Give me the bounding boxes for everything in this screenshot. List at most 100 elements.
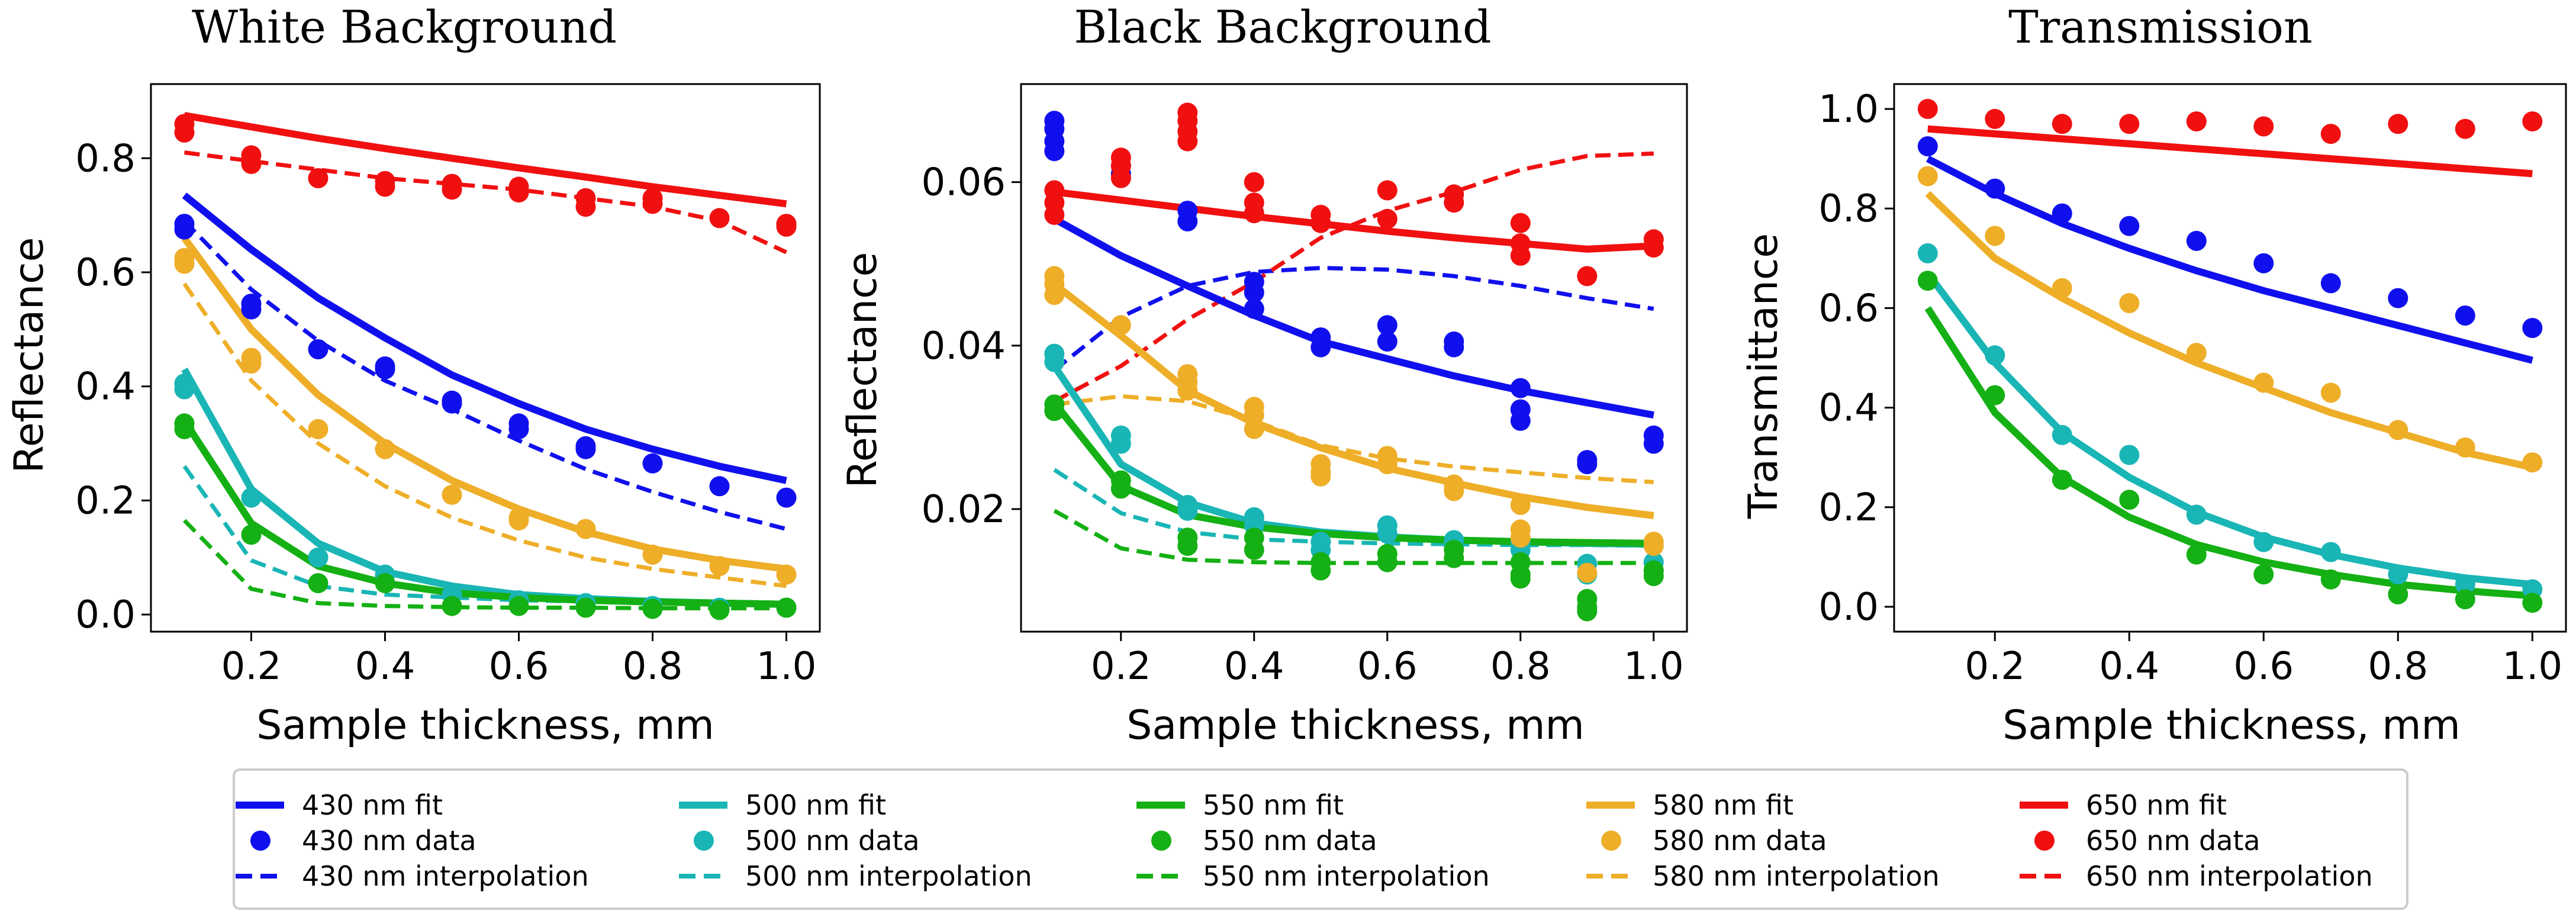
data-point-650: [1310, 213, 1331, 233]
data-point-430: [2455, 305, 2475, 326]
data-point-650: [241, 153, 262, 174]
data-point-550: [1917, 271, 1938, 291]
data-point-500: [2320, 542, 2341, 562]
y-axis-label: Reflectance: [839, 252, 886, 488]
legend-label: 550 nm interpolation: [1203, 860, 1490, 892]
legend-label: 650 nm interpolation: [2086, 860, 2373, 892]
fit-line-580: [1052, 281, 1654, 519]
data-point-580: [508, 510, 529, 531]
data-point-650: [1577, 266, 1598, 287]
data-point-430: [1244, 298, 1264, 319]
y-tick-label: 0.4: [1818, 387, 1879, 430]
y-tick-label: 0.0: [1818, 585, 1879, 629]
data-point-580: [2119, 293, 2140, 313]
data-point-550: [241, 525, 262, 545]
fit-line-430: [1052, 215, 1654, 419]
y-tick-label: 0.8: [75, 137, 136, 181]
data-point-580: [1377, 454, 1398, 474]
data-point-650: [2455, 118, 2475, 139]
data-point-580: [1643, 536, 1664, 556]
data-point-650: [2522, 111, 2543, 132]
data-point-580: [2388, 420, 2408, 440]
data-point-580: [2455, 437, 2475, 458]
data-point-580: [1577, 562, 1598, 583]
data-point-580: [1244, 419, 1264, 439]
data-point-500: [2119, 445, 2140, 465]
data-point-580: [1177, 380, 1198, 401]
fit-line-550: [1924, 306, 2533, 600]
data-point-550: [1310, 560, 1331, 581]
axes-frame: [150, 83, 821, 633]
data-point-430: [1985, 178, 2005, 199]
y-tick-label: 0.2: [1818, 486, 1879, 530]
legend-swatch-data-650: [2034, 831, 2055, 851]
data-point-580: [375, 439, 395, 459]
legend-swatch-data-500: [694, 831, 714, 851]
legend-label: 650 nm data: [2086, 825, 2261, 857]
data-point-650: [442, 179, 462, 200]
data-point-430: [709, 476, 730, 497]
panel-black-background: Black Background Sample thickness, mm Re…: [839, 1, 1688, 749]
data-point-500: [1377, 523, 1398, 544]
data-point-430: [1244, 282, 1264, 303]
interpolation-line-650: [184, 150, 787, 255]
data-point-550: [442, 596, 462, 616]
data-point-550: [1643, 566, 1664, 587]
chart-title: Transmission: [2008, 1, 2313, 53]
data-point-580: [1917, 166, 1938, 186]
data-point-650: [1377, 180, 1398, 201]
x-tick-label: 0.4: [2099, 645, 2159, 688]
data-point-430: [375, 359, 395, 379]
legend-swatch-data-550: [1151, 831, 1171, 851]
data-point-430: [2522, 318, 2543, 338]
data-point-430: [1310, 337, 1331, 358]
chart-title: Black Background: [1074, 1, 1491, 53]
data-point-650: [2320, 124, 2341, 144]
plot-area: [1917, 99, 2543, 613]
data-point-650: [2186, 111, 2207, 132]
interpolation-line-580: [182, 282, 787, 588]
data-point-550: [2052, 469, 2072, 490]
fit-line-580: [1925, 191, 2533, 471]
data-point-500: [308, 547, 329, 568]
data-point-430: [1444, 337, 1464, 358]
legend-label: 580 nm fit: [1653, 789, 1793, 821]
data-point-500: [1985, 345, 2005, 366]
data-point-650: [174, 122, 195, 143]
data-point-550: [2119, 490, 2140, 510]
x-tick-label: 0.4: [1224, 645, 1284, 688]
x-tick-label: 0.2: [1965, 645, 2025, 688]
data-point-580: [1444, 481, 1464, 501]
data-point-650: [1244, 172, 1264, 192]
y-axis-label: Reflectance: [6, 237, 53, 474]
data-point-500: [174, 379, 195, 400]
panel-transmission: Transmission Sample thickness, mm Transm…: [1740, 1, 2567, 749]
data-point-550: [1444, 548, 1464, 568]
data-point-650: [776, 216, 797, 237]
x-axis-label: Sample thickness, mm: [2002, 702, 2461, 749]
data-point-580: [642, 544, 663, 565]
x-tick-label: 1.0: [2502, 645, 2562, 688]
data-point-550: [1244, 539, 1264, 560]
data-point-650: [2388, 114, 2408, 134]
data-point-580: [2522, 452, 2543, 473]
interpolation-line-430: [1053, 266, 1654, 372]
data-point-580: [2253, 372, 2274, 393]
data-point-430: [1917, 136, 1938, 157]
y-tick-label: 0.02: [922, 488, 1006, 532]
x-tick-label: 0.4: [355, 645, 416, 688]
data-point-650: [1985, 108, 2005, 129]
legend-frame: [233, 768, 2408, 910]
data-point-500: [1044, 352, 1065, 372]
y-tick-label: 0.6: [75, 251, 136, 295]
data-point-500: [241, 487, 262, 508]
data-point-430: [1643, 433, 1664, 454]
data-point-430: [1177, 211, 1198, 231]
fit-line-430: [1926, 155, 2533, 364]
data-point-550: [2455, 589, 2475, 610]
legend-swatch-data-580: [1601, 831, 1621, 851]
fit-line-650: [1927, 125, 2533, 178]
plot-area: [1044, 102, 1664, 622]
data-point-580: [308, 419, 329, 439]
